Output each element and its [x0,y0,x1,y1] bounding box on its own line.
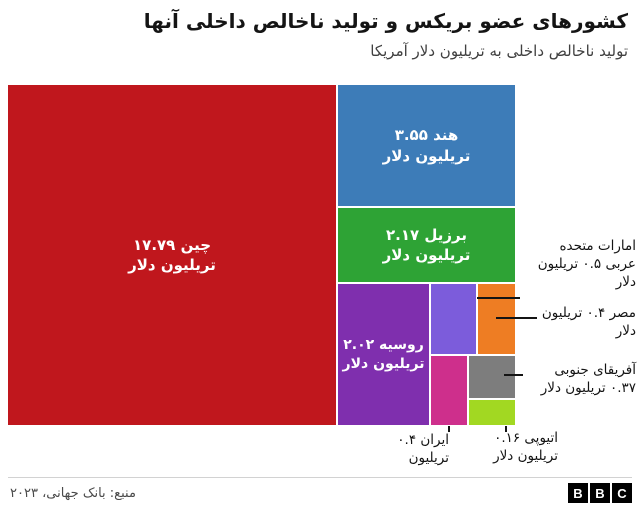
annotation-egypt-line1: مصر ۰.۴ تریلیون [541,305,636,321]
tile-label-russia-line1: روسیه ۲.۰۲ [343,336,424,353]
treemap-tile-south-africa [469,356,515,398]
annotation-uae-line1: امارات متحده [559,238,636,254]
annotation-south-africa: آفریقای جنوبی ۰.۳۷ تریلیون دلار [514,361,636,397]
connector-line-south-africa [504,374,523,376]
bbc-logo: B B C [568,483,632,503]
connector-line-iran [448,426,450,432]
annotation-uae-line2: عربی ۰.۵ تریلیون [537,256,636,272]
annotation-egypt: مصر ۰.۴ تریلیون دلار [526,304,636,340]
annotation-ethiopia-line1: اتیوپی ۰.۱۶ [494,430,558,446]
source-text: منبع: بانک جهانی، ۲۰۲۳ [10,486,136,501]
bbc-logo-block-b1: B [568,483,588,503]
chart-subtitle: تولید ناخالص داخلی به تریلیون دلار آمریک… [370,42,628,60]
treemap-tile-ethiopia [469,400,515,425]
treemap-tile-egypt [478,284,515,354]
annotation-south-africa-line2: ۰.۳۷ تریلیون دلار [540,380,636,396]
treemap-tile-china: چین ۱۷.۷۹ تریلیون دلار [8,85,336,425]
tile-label-china: چین ۱۷.۷۹ تریلیون دلار [8,85,336,425]
tile-label-india-line2: تریلیون دلار [382,146,471,165]
bbc-logo-block-c: C [612,483,632,503]
footer-divider [8,477,632,478]
annotation-iran-line1: ایران ۰.۴ [397,432,449,448]
connector-line-egypt [496,317,537,319]
annotation-ethiopia-line2: تریلیون دلار [493,448,558,464]
annotation-iran-line2: تریلیون [408,450,449,466]
annotation-egypt-line2: دلار [615,323,636,339]
annotation-south-africa-line1: آفریقای جنوبی [554,362,636,378]
tile-label-russia: روسیه ۲.۰۲ تریلیون دلار [338,284,429,425]
annotation-iran: ایران ۰.۴ تریلیون [369,431,449,467]
tile-label-india-line1: هند ۳.۵۵ [394,126,459,145]
tile-label-china-line1: چین ۱۷.۷۹ [133,235,211,254]
connector-line-uae [477,297,520,299]
tile-label-china-line2: تریلیون دلار [128,256,216,274]
tile-label-brazil-line1: برزیل ۲.۱۷ [386,225,468,244]
bbc-logo-block-b2: B [590,483,610,503]
treemap-tile-brazil: برزیل ۲.۱۷ تریلیون دلار [338,208,515,282]
treemap-tile-russia: روسیه ۲.۰۲ تریلیون دلار [338,284,429,425]
chart-title: کشورهای عضو بریکس و تولید ناخالص داخلی آ… [143,9,628,33]
tile-label-russia-line2: تریلیون دلار [342,355,425,372]
tile-label-brazil: برزیل ۲.۱۷ تریلیون دلار [338,208,515,282]
connector-line-ethiopia [505,426,507,432]
treemap-tile-uae [431,284,476,354]
tile-label-brazil-line2: تریلیون دلار [382,246,471,264]
annotation-uae: امارات متحده عربی ۰.۵ تریلیون دلار [508,237,636,291]
annotation-uae-line3: دلار [615,274,636,290]
treemap-tile-iran [431,356,467,425]
treemap-tile-india: هند ۳.۵۵ تریلیون دلار [338,85,515,206]
annotation-ethiopia: اتیوپی ۰.۱۶ تریلیون دلار [460,429,558,465]
tile-label-india: هند ۳.۵۵ تریلیون دلار [338,85,515,206]
